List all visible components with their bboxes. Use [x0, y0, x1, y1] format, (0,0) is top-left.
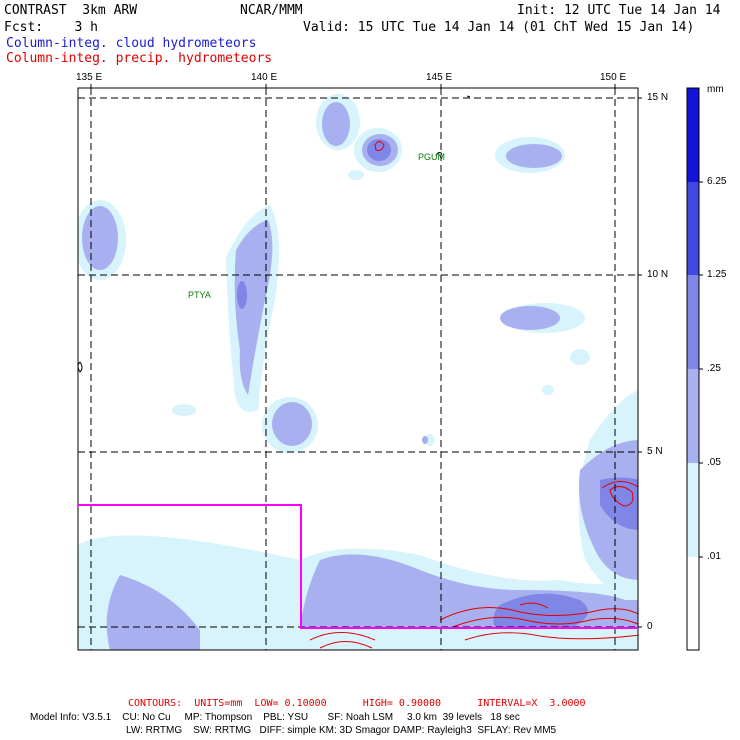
analysis-box [78, 504, 638, 629]
lat-label-5n: 5 N [647, 446, 663, 457]
station-ptya: PTYA [188, 290, 211, 300]
colorbar-label-6-25: 6.25 [707, 176, 727, 187]
colorbar [686, 87, 703, 651]
graticule [78, 88, 638, 650]
colorbar-band-3 [687, 275, 699, 369]
lat-label-0: 0 [647, 621, 653, 632]
cloud-field-label: Column-integ. cloud hydrometeors [6, 36, 257, 51]
hydrometeor-fields [78, 94, 638, 650]
precip-field-label: Column-integ. precip. hydrometeors [6, 51, 273, 66]
coastlines [77, 95, 471, 373]
tick-marks [90, 84, 642, 628]
colorbar-units: mm [707, 84, 724, 95]
lon-label-140: 140 E [251, 72, 278, 83]
model-title: CONTRAST 3km ARW [4, 3, 138, 18]
colorbar-label-1-25: 1.25 [707, 269, 727, 280]
station-pgum: PGUM [418, 152, 445, 162]
init-time: Init: 12 UTC Tue 14 Jan 14 [517, 3, 721, 18]
colorbar-band-5 [687, 463, 699, 557]
org-label: NCAR/MMM [240, 3, 303, 18]
model-info: Model Info: V3.5.1 CU: No Cu MP: Thompso… [30, 712, 520, 723]
lat-label-15n: 15 N [647, 92, 669, 103]
colorbar-band-4 [687, 369, 699, 463]
lat-label-10n: 10 N [647, 269, 669, 280]
valid-time: Valid: 15 UTC Tue 14 Jan 14 (01 ChT Wed … [303, 20, 695, 35]
lon-label-135: 135 E [76, 72, 103, 83]
colorbar-label-25: .25 [707, 363, 721, 374]
colorbar-label-05: .05 [707, 457, 721, 468]
contour-info: CONTOURS: UNITS=mm LOW= 0.10000 HIGH= 0.… [128, 698, 586, 709]
lon-label-145: 145 E [426, 72, 453, 83]
colorbar-band-6 [687, 557, 699, 650]
colorbar-band-2 [687, 182, 699, 275]
colorbar-label-01: .01 [707, 551, 721, 562]
physics-info: LW: RRTMG SW: RRTMG DIFF: simple KM: 3D … [126, 725, 557, 736]
forecast-hour: Fcst: 3 h [4, 20, 98, 35]
colorbar-band-1 [687, 88, 699, 182]
lon-label-150: 150 E [600, 72, 627, 83]
